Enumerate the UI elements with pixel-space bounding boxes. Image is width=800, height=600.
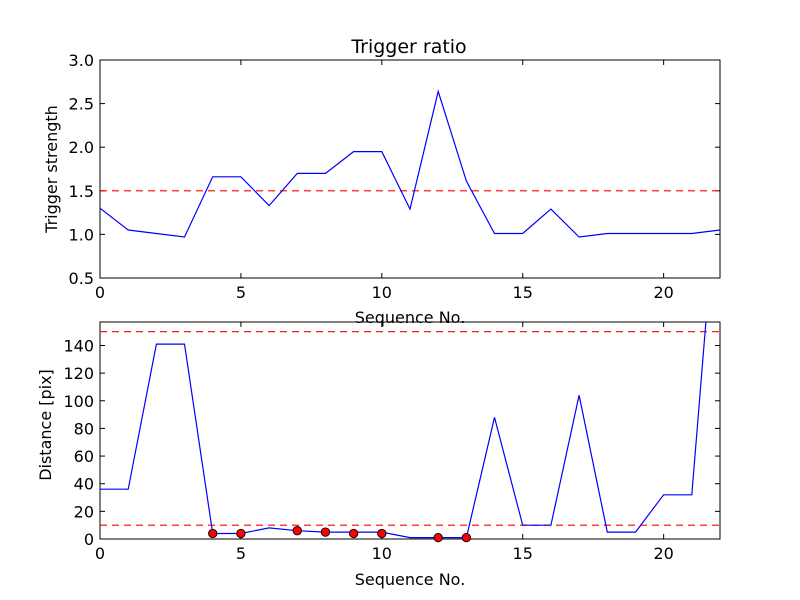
y-tick-label: 60 xyxy=(74,447,94,466)
x-tick-label: 5 xyxy=(236,544,246,563)
y-tick-label: 120 xyxy=(63,364,94,383)
data-point-marker xyxy=(320,527,331,537)
data-point-marker xyxy=(377,528,387,539)
y-tick-label: 100 xyxy=(63,392,94,411)
series-line xyxy=(100,321,707,539)
x-axis-label: Sequence No. xyxy=(355,570,466,589)
y-tick-label: 1.0 xyxy=(69,225,94,244)
data-point-marker xyxy=(461,532,472,543)
data-point-marker xyxy=(236,528,246,539)
x-tick-label: 5 xyxy=(236,283,246,302)
x-tick-label: 20 xyxy=(653,544,673,563)
y-axis-label: Distance [pix] xyxy=(36,369,55,481)
y-tick-label: 2.0 xyxy=(69,138,94,157)
y-tick-label: 140 xyxy=(63,336,94,355)
x-tick-label: 10 xyxy=(372,283,392,302)
y-axis-label: Trigger strength xyxy=(42,105,61,234)
x-tick-label: 10 xyxy=(372,544,392,563)
x-tick-label: 15 xyxy=(513,544,533,563)
x-tick-label: 15 xyxy=(513,283,533,302)
y-tick-label: 0 xyxy=(84,530,94,549)
y-tick-label: 1.5 xyxy=(69,182,94,201)
y-tick-label: 40 xyxy=(74,475,94,494)
y-tick-label: 80 xyxy=(74,419,94,438)
plot-frame xyxy=(99,59,721,279)
series-line xyxy=(99,89,721,238)
y-tick-label: 3.0 xyxy=(69,51,94,70)
chart-title: Trigger ratio xyxy=(350,36,466,58)
plot-frame xyxy=(99,321,721,540)
x-tick-label: 20 xyxy=(653,283,673,302)
trigger-ratio-chart: Trigger ratio 0 5 10 15 20 0.5 1.0 1.5 2.0 2.5 3.0… xyxy=(42,36,721,327)
data-point-marker xyxy=(348,528,359,539)
data-point-marker xyxy=(208,528,218,539)
x-tick-label: 0 xyxy=(95,283,105,302)
y-tick-label: 2.5 xyxy=(69,95,94,114)
y-tick-label: 0.5 xyxy=(69,269,94,288)
y-tick-label: 20 xyxy=(74,502,94,521)
x-tick-label: 0 xyxy=(95,544,105,563)
data-point-marker xyxy=(433,532,443,543)
x-axis-label: Sequence No. xyxy=(355,308,466,327)
data-point-marker xyxy=(292,526,302,536)
